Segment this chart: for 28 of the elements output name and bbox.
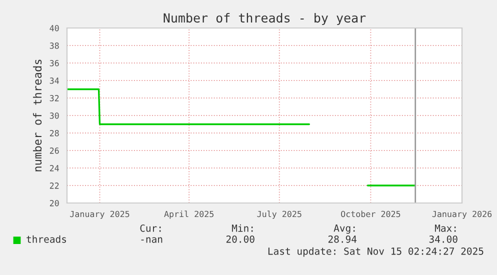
text: Min: (232, 224, 253, 232)
text: Avg: (334, 224, 355, 234)
x-tick-label: July 2025 (257, 210, 302, 219)
y-axis-title: number of threads (33, 60, 42, 172)
y-tick-label: 28 (50, 130, 59, 136)
y-tick-label: 40 (50, 25, 59, 32)
y-tick-label: 34 (50, 78, 59, 84)
text: Max: (434, 224, 456, 232)
x-tick-label: April 2025 (164, 210, 214, 219)
text: 28.94 (328, 235, 357, 243)
y-tick-label: 20 (50, 200, 59, 206)
y-tick-label: 26 (50, 148, 59, 154)
text: 20.00 (226, 235, 254, 243)
x-tick-label: January 2025 (70, 210, 130, 219)
y-tick-label: 24 (50, 165, 59, 172)
chart-title: Number of threads - by year (164, 12, 366, 26)
legend-label: threads (26, 235, 66, 243)
y-tick-label: 32 (50, 95, 59, 102)
text: 34.00 (429, 235, 458, 243)
text: Last update: Sat Nov 15 02:24:27 2025 (268, 247, 484, 257)
y-tick-label: 36 (50, 60, 59, 66)
x-tick-label: October 2025 (341, 210, 400, 218)
y-tick-label: 22 (50, 182, 59, 189)
text: -nan (141, 237, 162, 243)
x-tick-label: January 2026 (432, 210, 492, 219)
text: Cur: (140, 224, 161, 232)
y-tick-label: 38 (50, 42, 59, 49)
y-tick-label: 30 (50, 112, 59, 119)
